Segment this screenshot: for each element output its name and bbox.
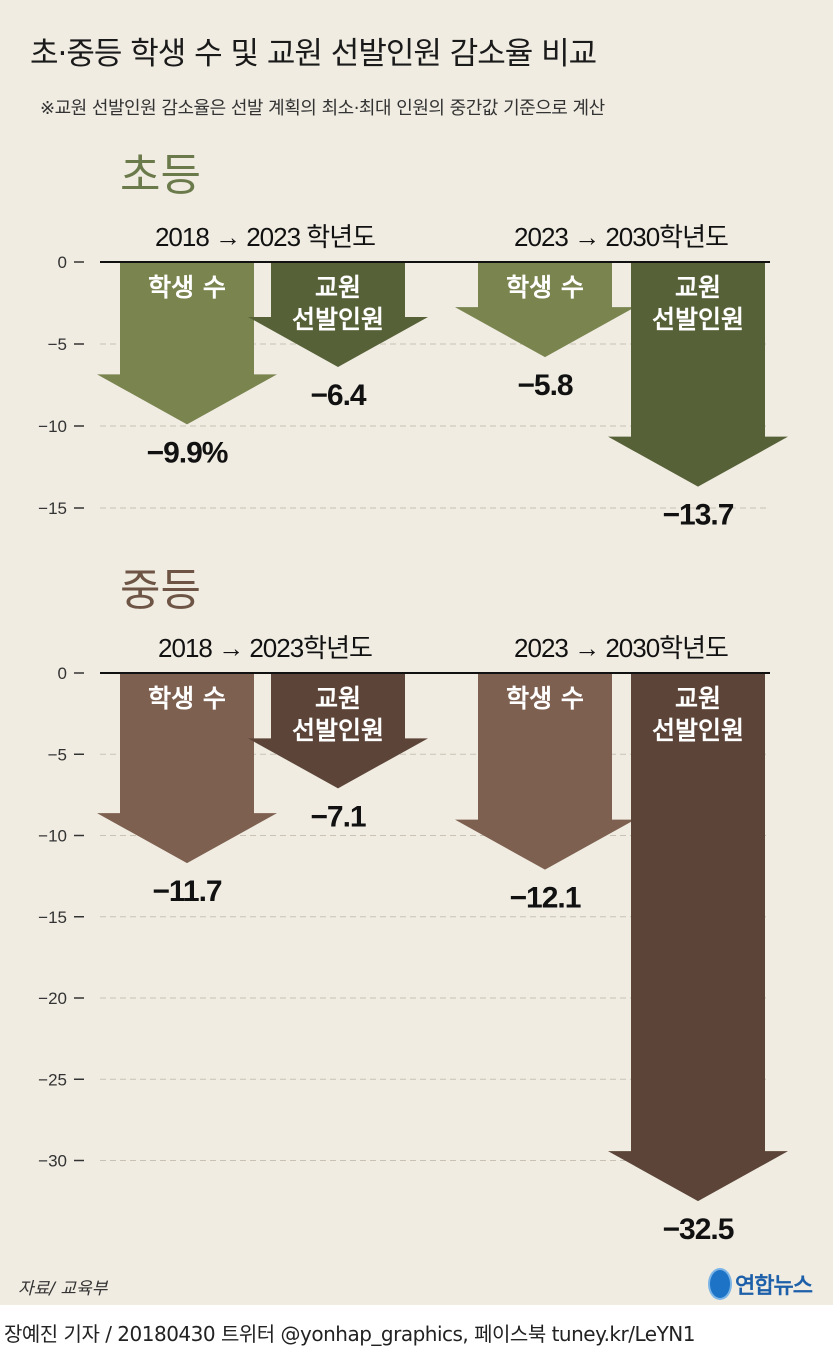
y-tick-label: −5 (48, 335, 67, 354)
arrow-bar (97, 673, 277, 864)
bar-label: 교원 (315, 684, 361, 713)
section-title: 중등 (120, 565, 201, 616)
y-tick-label: −30 (38, 1152, 67, 1171)
y-tick-label: −20 (38, 989, 67, 1008)
y-tick-label: −15 (38, 908, 67, 927)
data-label: −13.7 (663, 499, 734, 532)
page-title: 초·중등 학생 수 및 교원 선발인원 감소율 비교 (30, 36, 597, 72)
period-label: 2023 → 2030학년도 (514, 222, 728, 252)
bar-label: 학생 수 (148, 684, 226, 713)
chart-canvas: 초등 2018 → 2023 학년도 2023 → 2030학년도 0 −5 −10 −15… (38, 150, 788, 1246)
y-tick-label: 0 (58, 664, 67, 683)
bar-label: 선발인원 (292, 716, 384, 745)
period-label: 2018 → 2023 학년도 (155, 222, 375, 252)
arrow-bar (455, 673, 635, 870)
bar-label: 선발인원 (652, 305, 744, 334)
y-tick-label: −25 (38, 1070, 67, 1089)
section-title: 초등 (120, 150, 201, 201)
credit-line: 장예진 기자 / 20180430 트위터 @yonhap_graphics, … (4, 1322, 695, 1346)
bar-label: 교원 (675, 684, 721, 713)
bar-label: 선발인원 (292, 305, 384, 334)
arrow-bar (608, 262, 788, 487)
bar-label: 학생 수 (506, 684, 584, 713)
arrow-bar (455, 262, 635, 358)
y-tick-label: −10 (38, 827, 67, 846)
y-tick-label: 0 (58, 253, 67, 272)
arrow-bar (608, 673, 788, 1202)
bar-label: 학생 수 (506, 273, 584, 302)
data-label: −9.9% (147, 436, 228, 469)
bar-label: 선발인원 (652, 716, 744, 745)
bar-label: 학생 수 (148, 273, 226, 302)
data-label: −12.1 (510, 882, 581, 915)
arrow-bar (97, 262, 277, 425)
data-label: −5.8 (517, 369, 573, 402)
period-label: 2018 → 2023학년도 (158, 633, 372, 663)
arrow-bar (248, 262, 428, 367)
y-tick-label: −5 (48, 745, 67, 764)
period-label: 2023 → 2030학년도 (514, 633, 728, 663)
bar-label: 교원 (675, 273, 721, 302)
bar-label: 교원 (315, 273, 361, 302)
yonhap-logo: 연합뉴스 (708, 1268, 813, 1300)
source-label: 자료/ 교육부 (18, 1279, 108, 1299)
logo-text: 연합뉴스 (735, 1274, 813, 1299)
data-label: −32.5 (663, 1213, 734, 1246)
logo-icon (708, 1268, 732, 1300)
data-label: −7.1 (310, 800, 366, 833)
y-tick-label: −10 (38, 417, 67, 436)
arrow-bar (248, 673, 428, 789)
data-label: −6.4 (310, 379, 367, 412)
data-label: −11.7 (152, 875, 222, 908)
y-tick-label: −15 (38, 499, 67, 518)
footnote: ※교원 선발인원 감소율은 선발 계획의 최소·최대 인원의 중간값 기준으로 … (40, 98, 605, 119)
